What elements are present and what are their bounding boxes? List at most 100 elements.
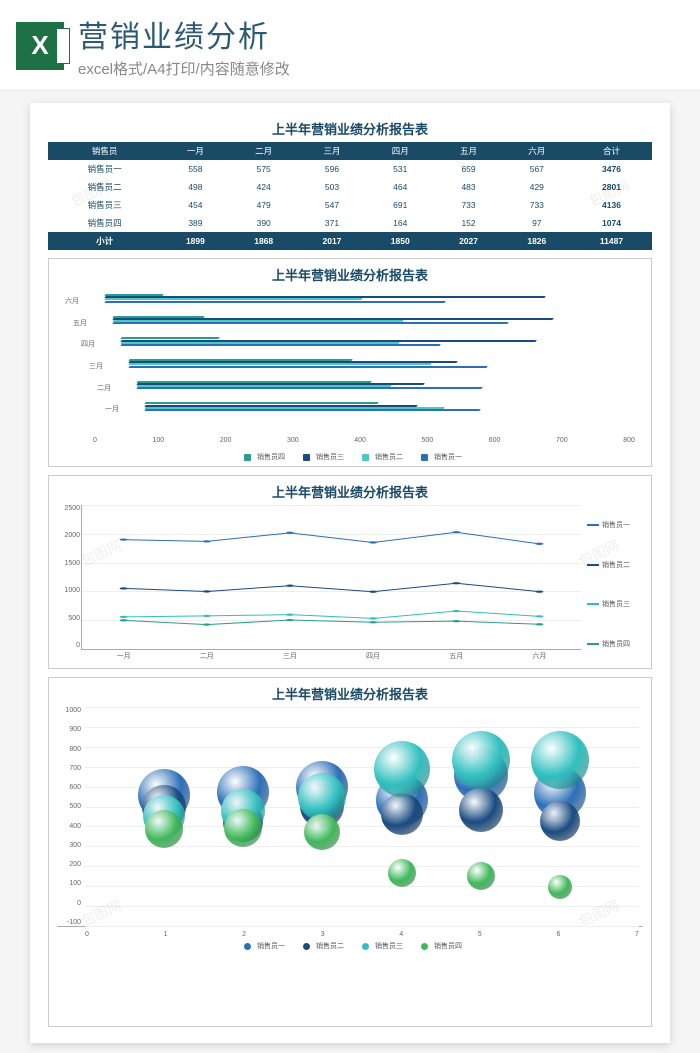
- table-cell: 11487: [571, 232, 652, 250]
- table-cell: 733: [503, 196, 571, 214]
- table-section: 上半年营销业绩分析报告表 销售员一月二月三月四月五月六月合计 销售员一55857…: [48, 119, 652, 250]
- table-cell: 1850: [366, 232, 434, 250]
- sales-table: 销售员一月二月三月四月五月六月合计 销售员一558575596531659567…: [48, 142, 652, 250]
- bubble-point: [548, 875, 572, 899]
- table-cell: 464: [366, 178, 434, 196]
- table-cell: 733: [434, 196, 502, 214]
- bubble-point: [145, 810, 183, 848]
- bar-x-axis: 0100200300400500600700800: [93, 437, 635, 444]
- table-cell: 567: [503, 160, 571, 178]
- table-cell: 479: [230, 196, 298, 214]
- bar-chart-section: 上半年营销业绩分析报告表 六月五月四月三月二月一月 010020030040050…: [48, 258, 652, 467]
- bar-month-group: 二月: [125, 381, 482, 390]
- table-cell: 547: [298, 196, 366, 214]
- table-cell: 164: [366, 214, 434, 232]
- table-cell: 4136: [571, 196, 652, 214]
- table-row: 销售员一5585755965316595673476: [48, 160, 652, 178]
- bar-month-group: 一月: [133, 402, 480, 411]
- bar-chart-legend: 销售员四销售员三销售员二销售员一: [57, 452, 643, 462]
- line-chart: 25002000150010005000 一月二月三月四月五月六月: [81, 505, 581, 650]
- bar-segment: [128, 366, 487, 368]
- table-row: 销售员二4984245034644834292801: [48, 178, 652, 196]
- table-cell: 691: [366, 196, 434, 214]
- bar-segment: [120, 344, 440, 346]
- table-cell: 531: [366, 160, 434, 178]
- table-cell: 390: [230, 214, 298, 232]
- line-series: [124, 583, 540, 591]
- line-series: [124, 532, 540, 544]
- table-cell: 659: [434, 160, 502, 178]
- bar-3d-chart: 六月五月四月三月二月一月 0100200300400500600700800: [57, 288, 643, 448]
- table-cell: 389: [161, 214, 229, 232]
- bar-month-group: 三月: [117, 359, 487, 368]
- bar-segment: [104, 301, 446, 303]
- line-series: [124, 611, 540, 618]
- section-title-table: 上半年营销业绩分析报告表: [48, 119, 652, 138]
- table-header-cell: 四月: [366, 142, 434, 160]
- table-cell: 2801: [571, 178, 652, 196]
- table-cell: 2027: [434, 232, 502, 250]
- bar-y-label: 三月: [89, 361, 103, 371]
- bubble-point: [540, 801, 580, 841]
- section-title-bar: 上半年营销业绩分析报告表: [57, 265, 643, 284]
- bubble-chart-section: 上半年营销业绩分析报告表 100090080070060050040030020…: [48, 677, 652, 1027]
- table-header-cell: 六月: [503, 142, 571, 160]
- table-cell: 销售员四: [48, 214, 161, 232]
- bar-segment: [112, 322, 509, 324]
- bubble-point: [459, 788, 503, 832]
- table-cell: 3476: [571, 160, 652, 178]
- excel-icon: [16, 22, 64, 70]
- table-cell: 371: [298, 214, 366, 232]
- table-header-cell: 三月: [298, 142, 366, 160]
- table-cell: 575: [230, 160, 298, 178]
- table-cell: 1899: [161, 232, 229, 250]
- table-cell: 1074: [571, 214, 652, 232]
- bar-y-label: 二月: [97, 383, 111, 393]
- table-cell: 503: [298, 178, 366, 196]
- table-cell: 152: [434, 214, 502, 232]
- bar-y-label: 一月: [105, 404, 119, 414]
- section-title-line: 上半年营销业绩分析报告表: [57, 482, 643, 501]
- excel-page: 上半年营销业绩分析报告表 销售员一月二月三月四月五月六月合计 销售员一55857…: [30, 103, 670, 1043]
- bar-month-group: 六月: [93, 294, 545, 303]
- bubble-point: [467, 862, 495, 890]
- table-cell: 498: [161, 178, 229, 196]
- table-header-cell: 五月: [434, 142, 502, 160]
- bar-segment: [144, 409, 480, 411]
- table-cell: 销售员二: [48, 178, 161, 196]
- line-chart-section: 上半年营销业绩分析报告表 25002000150010005000 一月二月三月…: [48, 475, 652, 669]
- table-header-cell: 一月: [161, 142, 229, 160]
- line-chart-legend: 销售员一销售员二销售员三销售员四: [587, 505, 643, 664]
- table-header-cell: 销售员: [48, 142, 161, 160]
- table-cell: 小计: [48, 232, 161, 250]
- table-cell: 1826: [503, 232, 571, 250]
- bubble-point: [531, 731, 589, 789]
- line-series: [124, 620, 540, 625]
- table-cell: 2017: [298, 232, 366, 250]
- table-cell: 454: [161, 196, 229, 214]
- table-row: 销售员四389390371164152971074: [48, 214, 652, 232]
- section-title-bubble: 上半年营销业绩分析报告表: [57, 684, 643, 703]
- bubble-point: [381, 793, 423, 835]
- table-cell: 429: [503, 178, 571, 196]
- table-cell: 558: [161, 160, 229, 178]
- bar-y-label: 四月: [81, 339, 95, 349]
- table-total-row: 小计18991868201718502027182611487: [48, 232, 652, 250]
- bubble-point: [224, 809, 262, 847]
- bubble-chart-legend: 销售员一销售员二销售员三销售员四: [57, 941, 643, 951]
- table-cell: 1868: [230, 232, 298, 250]
- bubble-point: [452, 731, 510, 789]
- bar-segment: [136, 387, 483, 389]
- table-cell: 销售员三: [48, 196, 161, 214]
- bubble-3d-chart: 10009008007006005004003002001000-100 012…: [57, 707, 643, 927]
- bubble-point: [374, 741, 430, 797]
- table-cell: 销售员一: [48, 160, 161, 178]
- table-cell: 97: [503, 214, 571, 232]
- bar-y-label: 五月: [73, 318, 87, 328]
- bubble-point: [388, 859, 416, 887]
- table-header-cell: 二月: [230, 142, 298, 160]
- banner-title: 营销业绩分析: [78, 12, 684, 56]
- bubble-point: [304, 814, 340, 850]
- banner-subtitle: excel格式/A4打印/内容随意修改: [78, 58, 684, 79]
- table-header-cell: 合计: [571, 142, 652, 160]
